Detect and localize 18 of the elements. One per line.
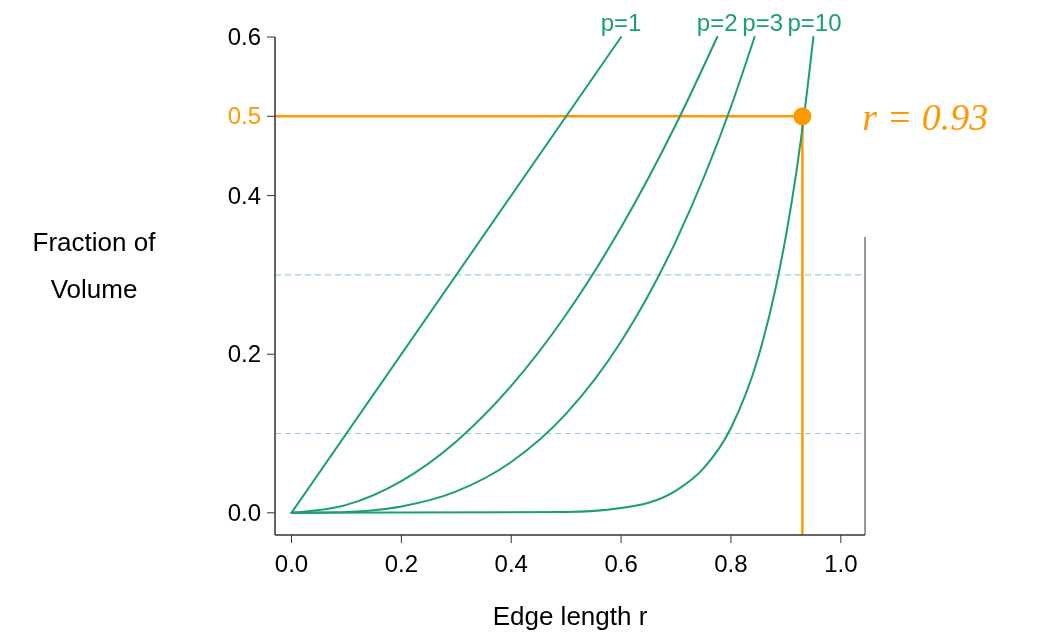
y-tick-label: 0.5 [227,102,261,130]
series-label: p=1 [600,9,642,36]
y-tick-label: 0.0 [227,498,261,526]
x-tick-label: 0.4 [494,550,528,577]
series-label: p=2 [696,9,738,36]
x-tick-label: 0.0 [274,550,309,577]
series-label: p=3 [742,9,784,36]
x-tick-label: 0.8 [714,550,748,577]
x-axis-title: Edge length r [492,601,648,631]
x-tick-label: 1.0 [824,550,858,577]
y-tick-label: 0.2 [227,340,261,368]
annotation: r = 0.93 [862,96,989,139]
y-tick-label: 0.4 [227,181,261,209]
x-tick-label: 0.6 [604,550,638,577]
x-tick-label: 0.2 [384,550,419,577]
y-tick-label: 0.6 [227,23,261,50]
y-axis-title: Fraction of Volume [32,227,157,305]
series-label: p=10 [787,9,842,36]
